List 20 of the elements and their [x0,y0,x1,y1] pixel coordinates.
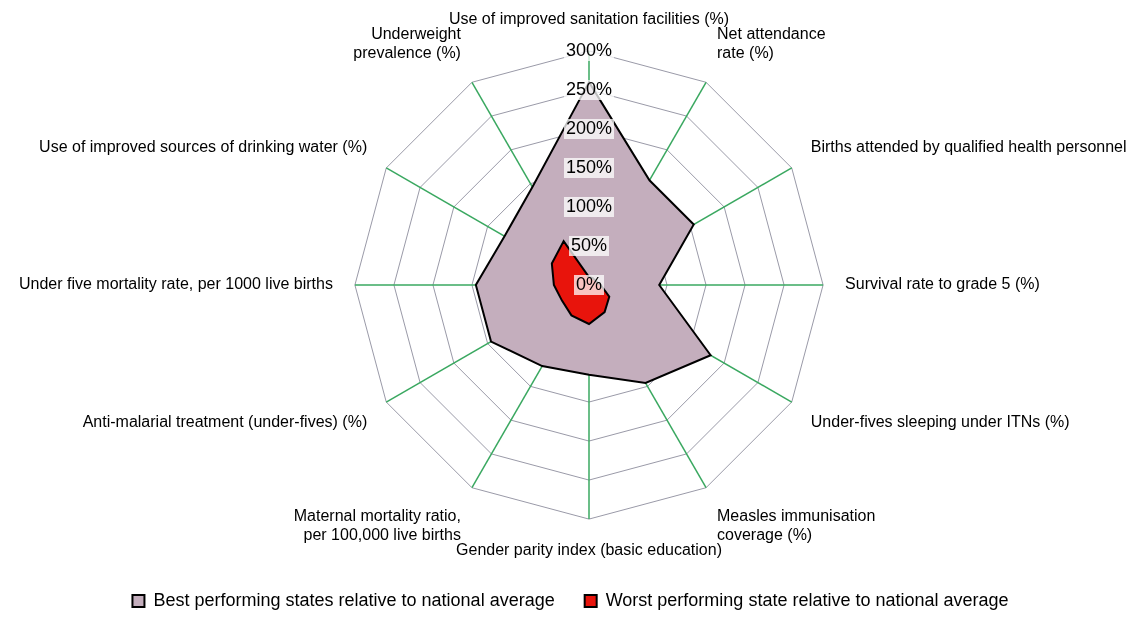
y-tick-label: 300% [565,39,613,60]
spoke-label: Use of improved sanitation facilities (%) [448,9,730,27]
legend-label: Worst performing state relative to national average [605,589,1009,610]
spoke-label: Use of improved sources of drinking water (%) [39,137,368,155]
y-tick-label: 100% [565,195,613,216]
y-tick-label: 150% [565,156,613,177]
spoke-label: Survival rate to grade 5 (%) [845,275,1040,293]
spoke-label: Gender parity index (basic education) [456,541,722,559]
y-tick-label: 0% [575,273,603,294]
spoke-label: Measles immunisation coverage (%) [717,506,876,543]
y-tick-label: 200% [565,117,613,138]
legend-label: Best performing states relative to national average [153,589,555,610]
y-tick-label: 50% [570,234,608,255]
spoke-label: Anti-malarial treatment (under-fives) (%) [82,413,368,431]
spoke-label: Underweight prevalence (%) [353,24,462,62]
spoke-label: Under five mortality rate, per 1000 live births [18,275,333,293]
spoke-label: Maternal mortality ratio, per 100,000 live births [293,506,461,543]
spoke-label: Births attended by qualified health personnel [810,137,1127,155]
spoke-label: Under-fives sleeping under ITNs (%) [810,413,1070,431]
y-tick-label: 250% [565,78,613,99]
